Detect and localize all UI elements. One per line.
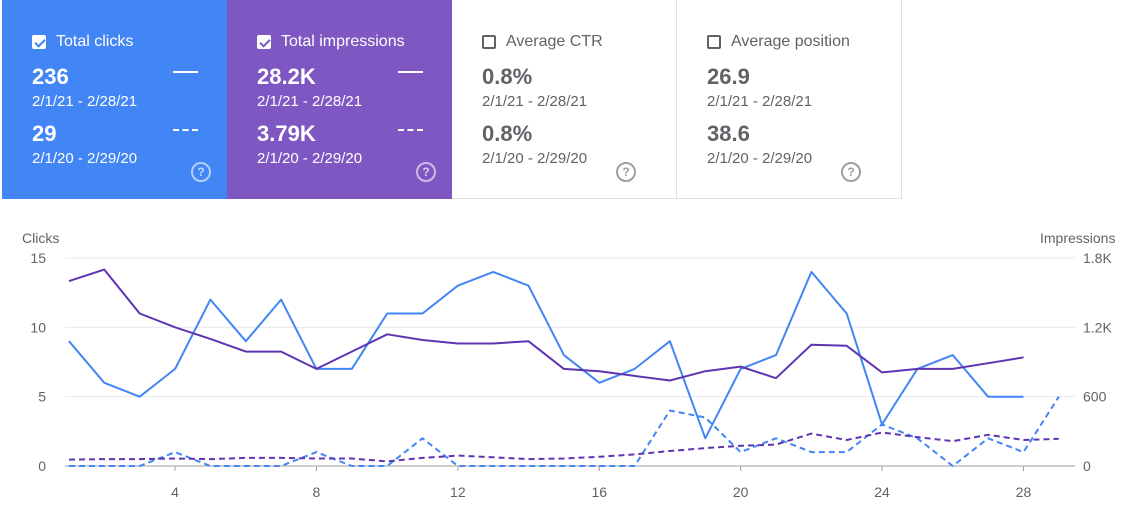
card-label: Average position [731,33,850,50]
checkbox-icon[interactable] [257,35,271,49]
total-impressions-line [68,268,1024,382]
solid-line-legend [173,71,198,73]
left-axis-title: Clicks [22,230,60,246]
current-value: 28.2K [257,64,316,89]
card-label: Total impressions [281,33,405,50]
average-position-toggle[interactable]: Average position [707,33,850,51]
total-impressions-toggle[interactable]: Total impressions [257,33,405,51]
total-impressions-previous-line [68,431,1059,463]
previous-range: 2/1/20 - 2/29/20 [257,150,363,167]
x-tick-label: 20 [733,484,749,500]
y-right-tick-label: 0 [1083,458,1091,474]
previous-value: 3.79K [257,121,316,146]
current-range: 2/1/21 - 2/28/21 [257,93,363,110]
y-right-tick-label: 1.2K [1083,319,1112,335]
y-left-tick-label: 0 [38,458,46,474]
previous-value: 38.6 [707,121,750,146]
current-value: 0.8% [482,64,533,89]
card-label: Total clicks [56,33,134,50]
checkbox-icon[interactable] [482,35,496,49]
right-axis-title: Impressions [1040,230,1116,246]
total-clicks-toggle[interactable]: Total clicks [32,33,133,51]
y-left-tick-label: 15 [30,250,46,266]
current-range: 2/1/21 - 2/28/21 [32,93,138,110]
solid-line-legend [398,71,423,73]
total-clicks-previous-line [69,396,1060,467]
checkbox-icon[interactable] [32,35,46,49]
x-tick-label: 4 [171,484,179,500]
y-right-tick-label: 1.8K [1083,250,1112,266]
average-ctr-card[interactable]: Average CTR 0.8% 2/1/21 - 2/28/21 0.8% 2… [452,0,677,199]
x-tick-label: 16 [591,484,607,500]
current-value: 236 [32,64,69,89]
current-range: 2/1/21 - 2/28/21 [482,93,588,110]
previous-range: 2/1/20 - 2/29/20 [32,150,138,167]
y-right-tick-label: 600 [1083,389,1107,405]
previous-value: 29 [32,121,57,146]
help-circle-icon[interactable]: ? [841,162,861,182]
y-left-tick-label: 5 [38,389,46,405]
total-impressions-card[interactable]: Total impressions 28.2K 2/1/21 - 2/28/21… [227,0,452,199]
x-tick-label: 12 [450,484,466,500]
previous-range: 2/1/20 - 2/29/20 [707,150,813,167]
help-circle-icon[interactable]: ? [616,162,636,182]
average-position-card[interactable]: Average position 26.9 2/1/21 - 2/28/21 3… [677,0,902,199]
average-ctr-toggle[interactable]: Average CTR [482,33,603,51]
help-circle-icon[interactable]: ? [416,162,436,182]
dashed-line-legend [173,129,198,131]
total-clicks-line [68,270,1024,440]
x-tick-label: 8 [313,484,321,500]
previous-value: 0.8% [482,121,533,146]
help-circle-icon[interactable]: ? [191,162,211,182]
y-left-tick-label: 10 [30,319,46,335]
current-range: 2/1/21 - 2/28/21 [707,93,813,110]
card-label: Average CTR [506,33,603,50]
metric-cards: Total clicks 236 2/1/21 - 2/28/21 29 2/1… [2,0,902,199]
checkbox-icon[interactable] [707,35,721,49]
total-clicks-card[interactable]: Total clicks 236 2/1/21 - 2/28/21 29 2/1… [2,0,227,199]
previous-range: 2/1/20 - 2/29/20 [482,150,588,167]
x-tick-label: 24 [874,484,890,500]
current-value: 26.9 [707,64,750,89]
dashed-line-legend [398,129,423,131]
x-tick-label: 28 [1016,484,1032,500]
